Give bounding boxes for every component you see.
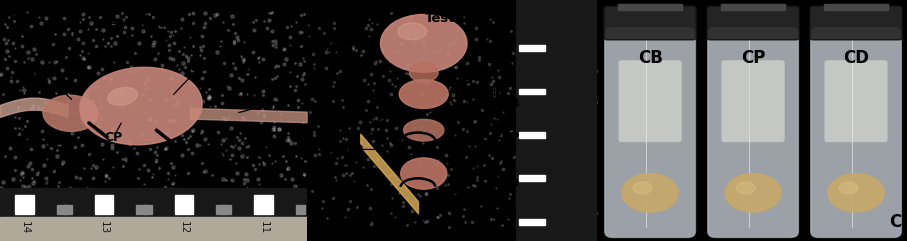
FancyBboxPatch shape (824, 60, 888, 142)
Text: CD: CD (843, 49, 869, 67)
Text: CP: CP (104, 131, 122, 144)
FancyBboxPatch shape (721, 60, 785, 142)
Bar (216, 205, 225, 214)
Ellipse shape (401, 158, 447, 189)
Bar (619, 4, 682, 10)
FancyBboxPatch shape (707, 28, 798, 237)
Text: 12: 12 (179, 221, 189, 234)
Ellipse shape (381, 14, 467, 72)
Text: CB: CB (34, 66, 53, 79)
Bar (824, 4, 888, 10)
Bar (519, 132, 545, 138)
Bar (0, 188, 307, 217)
Ellipse shape (725, 174, 781, 212)
Text: 12: 12 (492, 130, 504, 140)
Bar (0, 217, 307, 241)
Bar (142, 205, 151, 214)
Ellipse shape (398, 23, 426, 40)
Text: DD: DD (345, 143, 365, 156)
Ellipse shape (108, 87, 138, 105)
Text: Testículo: Testículo (102, 17, 168, 30)
Bar (63, 205, 72, 214)
FancyBboxPatch shape (811, 28, 902, 237)
Ellipse shape (839, 182, 858, 194)
Text: Testículo: Testículo (425, 12, 492, 25)
Text: 14: 14 (20, 221, 30, 234)
FancyBboxPatch shape (707, 6, 799, 40)
Text: 11: 11 (258, 221, 268, 234)
Text: 11: 11 (492, 173, 504, 183)
Bar (296, 205, 305, 214)
Text: CB: CB (638, 49, 662, 67)
Text: DD: DD (253, 100, 274, 113)
FancyBboxPatch shape (605, 28, 696, 237)
Text: CP: CP (502, 131, 520, 144)
Bar (519, 45, 545, 51)
Ellipse shape (404, 119, 444, 141)
Text: B: B (320, 7, 334, 25)
Ellipse shape (409, 63, 438, 82)
Bar (222, 205, 231, 214)
Bar (516, 0, 597, 241)
Ellipse shape (43, 95, 98, 131)
FancyBboxPatch shape (619, 60, 682, 142)
Bar (175, 195, 193, 214)
Bar (15, 195, 34, 214)
Text: 13: 13 (99, 221, 109, 234)
Ellipse shape (633, 182, 652, 194)
Bar (95, 195, 113, 214)
Ellipse shape (622, 174, 678, 212)
Text: CD: CD (190, 61, 209, 74)
Bar (519, 219, 545, 225)
Text: CD: CD (501, 177, 520, 190)
Bar (57, 205, 66, 214)
Text: C: C (889, 213, 902, 231)
Bar (519, 89, 545, 94)
FancyBboxPatch shape (604, 6, 697, 40)
Bar (721, 4, 785, 10)
Text: 13: 13 (492, 87, 504, 97)
Text: A: A (9, 7, 23, 25)
Bar (255, 195, 273, 214)
Ellipse shape (80, 67, 202, 145)
Text: CB: CB (501, 97, 520, 110)
Text: 14: 14 (492, 43, 504, 53)
FancyBboxPatch shape (810, 6, 902, 40)
Text: 10: 10 (492, 217, 504, 227)
Bar (136, 205, 146, 214)
Ellipse shape (736, 182, 755, 194)
Ellipse shape (828, 174, 884, 212)
Text: CP: CP (741, 49, 766, 67)
Ellipse shape (399, 80, 448, 108)
Bar (519, 175, 545, 181)
